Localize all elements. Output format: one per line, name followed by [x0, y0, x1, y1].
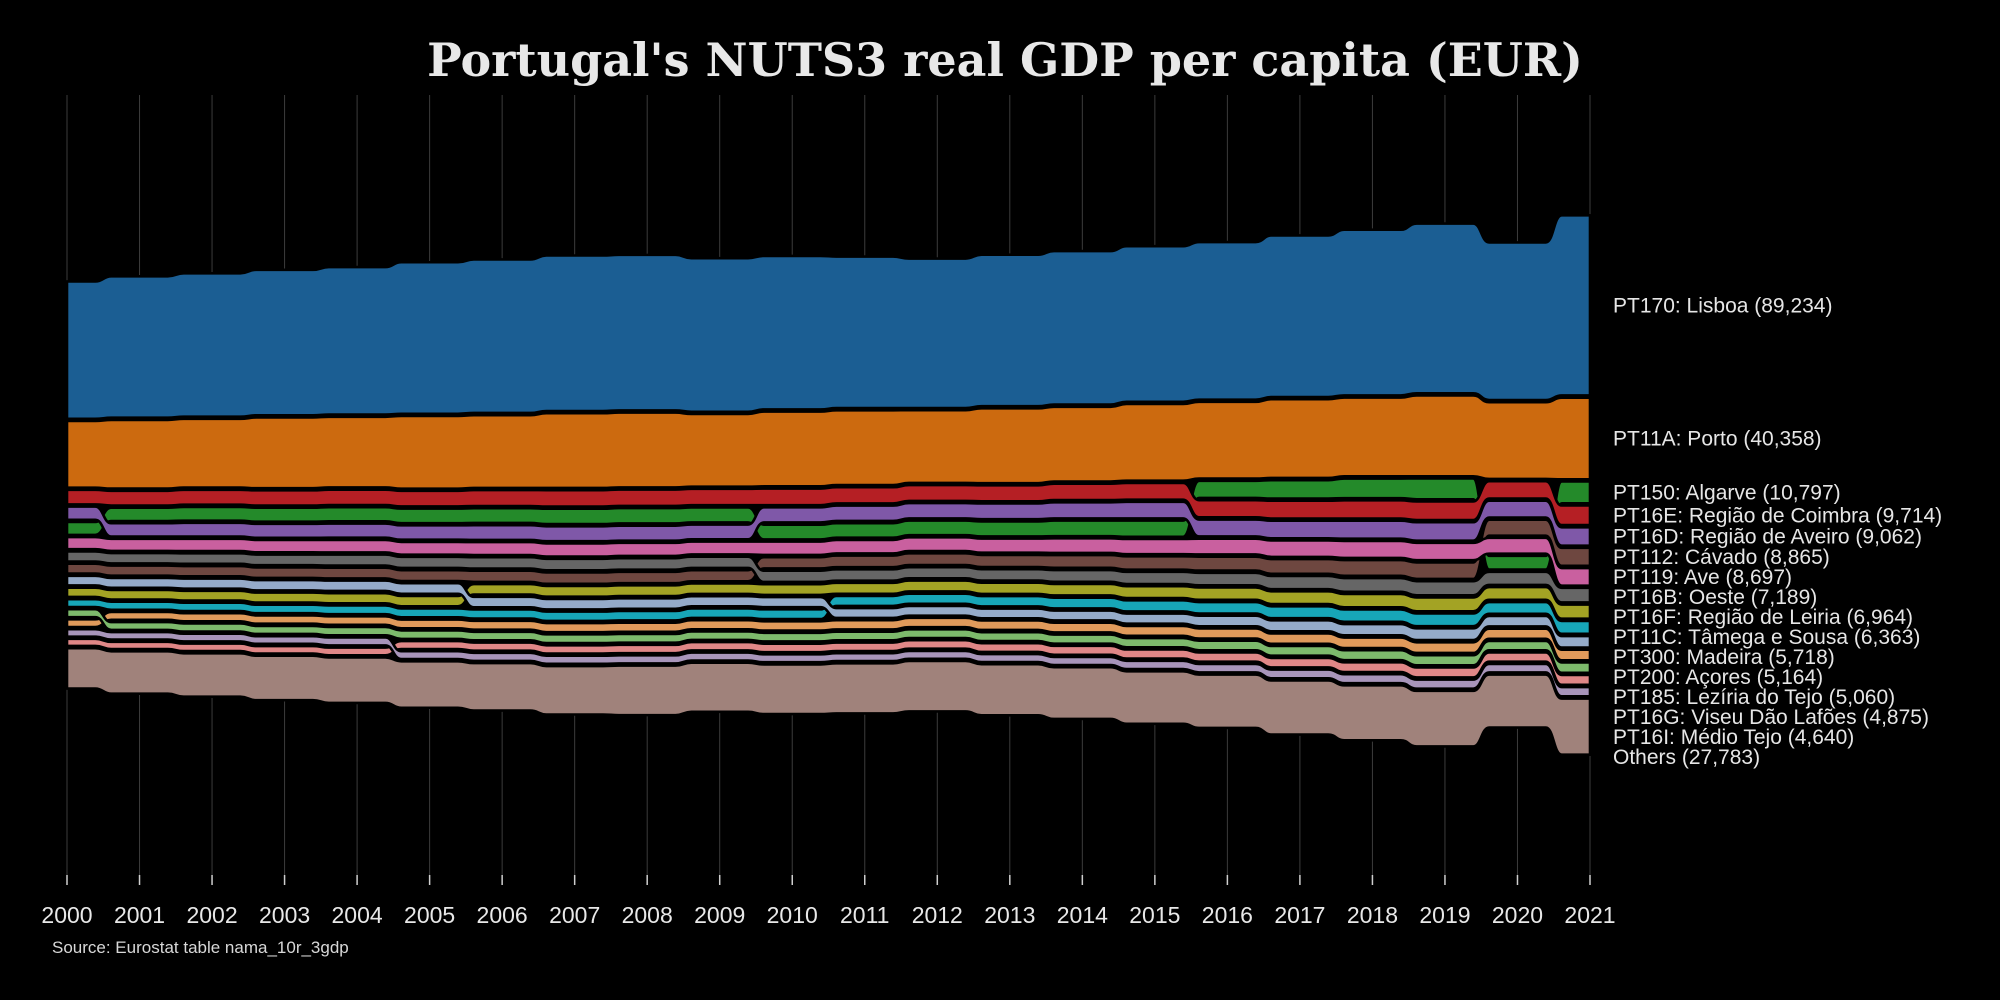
band-label-pt16e: PT16E: Região de Coimbra (9,714)	[1613, 504, 1942, 527]
band-pt170	[65, 213, 1592, 421]
band-pt11c	[65, 592, 1592, 636]
band-pt16i	[65, 627, 1592, 698]
band-group	[65, 213, 1592, 757]
x-tick-label: 2021	[1564, 902, 1615, 928]
x-tick-label: 2016	[1202, 902, 1253, 928]
chart-title: Portugal's NUTS3 real GDP per capita (EU…	[427, 33, 1583, 87]
band-label-pt300: PT300: Madeira (5,718)	[1613, 646, 1835, 669]
band-label-pt16b: PT16B: Oeste (7,189)	[1613, 586, 1817, 609]
x-tick-label: 2003	[259, 902, 310, 928]
x-axis: 2000 2001 2002 2003 2004 2005 2006 2007 2008 2009…	[41, 875, 1616, 928]
band-pt112	[65, 518, 1592, 586]
band-label-pt119: PT119: Ave (8,697)	[1613, 566, 1792, 589]
x-tick-label: 2011	[840, 902, 889, 928]
x-tick-label: 2008	[622, 902, 673, 928]
x-tick-label: 2001	[114, 902, 165, 928]
band-pt16e	[65, 479, 1592, 527]
band-label-pt16i: PT16I: Médio Tejo (4,640)	[1613, 726, 1854, 749]
band-label-others: Others (27,783)	[1613, 746, 1760, 769]
x-tick-label: 2009	[694, 902, 745, 928]
band-pt16b	[65, 550, 1592, 604]
x-tick-label: 2013	[984, 902, 1035, 928]
band-pt150	[65, 477, 1592, 571]
band-label-pt16g: PT16G: Viseu Dão Lafões (4,875)	[1613, 706, 1929, 729]
band-pt16g	[65, 637, 1592, 687]
source-note: Source: Eurostat table nama_10r_3gdp	[52, 938, 349, 957]
x-tick-label: 2014	[1057, 902, 1108, 928]
x-tick-label: 2010	[767, 902, 818, 928]
x-tick-label: 2004	[332, 902, 383, 928]
x-tick-label: 2007	[549, 902, 600, 928]
x-tick-label: 2019	[1419, 902, 1470, 928]
x-tick-label: 2015	[1129, 902, 1180, 928]
x-tick-label: 2018	[1347, 902, 1398, 928]
band-label-pt112: PT112: Cávado (8,865)	[1613, 546, 1830, 569]
band-pt200	[65, 610, 1592, 662]
x-tick-label: 2002	[186, 902, 237, 928]
band-pt119	[65, 535, 1592, 587]
band-label-pt200: PT200: Açores (5,164)	[1613, 666, 1823, 689]
band-pt16f	[65, 579, 1592, 621]
x-tick-label: 2005	[404, 902, 455, 928]
band-label-pt16d: PT16D: Região de Aveiro (9,062)	[1613, 525, 1922, 548]
x-tick-label: 2012	[912, 902, 963, 928]
band-label-pt150: PT150: Algarve (10,797)	[1613, 481, 1841, 504]
band-label-group: PT170: Lisboa (89,234) PT11A: Porto (40,3…	[1613, 294, 1942, 768]
band-pt185	[65, 607, 1592, 675]
x-tick-label: 2006	[477, 902, 528, 928]
band-pt11a	[65, 394, 1592, 490]
x-tick-label: 2020	[1492, 902, 1543, 928]
x-tick-label: 2000	[41, 902, 92, 928]
band-label-pt170: PT170: Lisboa (89,234)	[1613, 294, 1832, 317]
band-pt300	[65, 574, 1592, 649]
band-label-pt11c: PT11C: Tâmega e Sousa (6,363)	[1613, 626, 1920, 649]
band-label-pt185: PT185: Lezíria do Tejo (5,060)	[1613, 686, 1895, 709]
band-pt16d	[65, 499, 1592, 547]
band-label-pt16f: PT16F: Região de Leiria (6,964)	[1613, 606, 1913, 629]
x-tick-label: 2017	[1274, 902, 1325, 928]
band-label-pt11a: PT11A: Porto (40,358)	[1613, 427, 1822, 450]
band-others	[65, 646, 1592, 757]
